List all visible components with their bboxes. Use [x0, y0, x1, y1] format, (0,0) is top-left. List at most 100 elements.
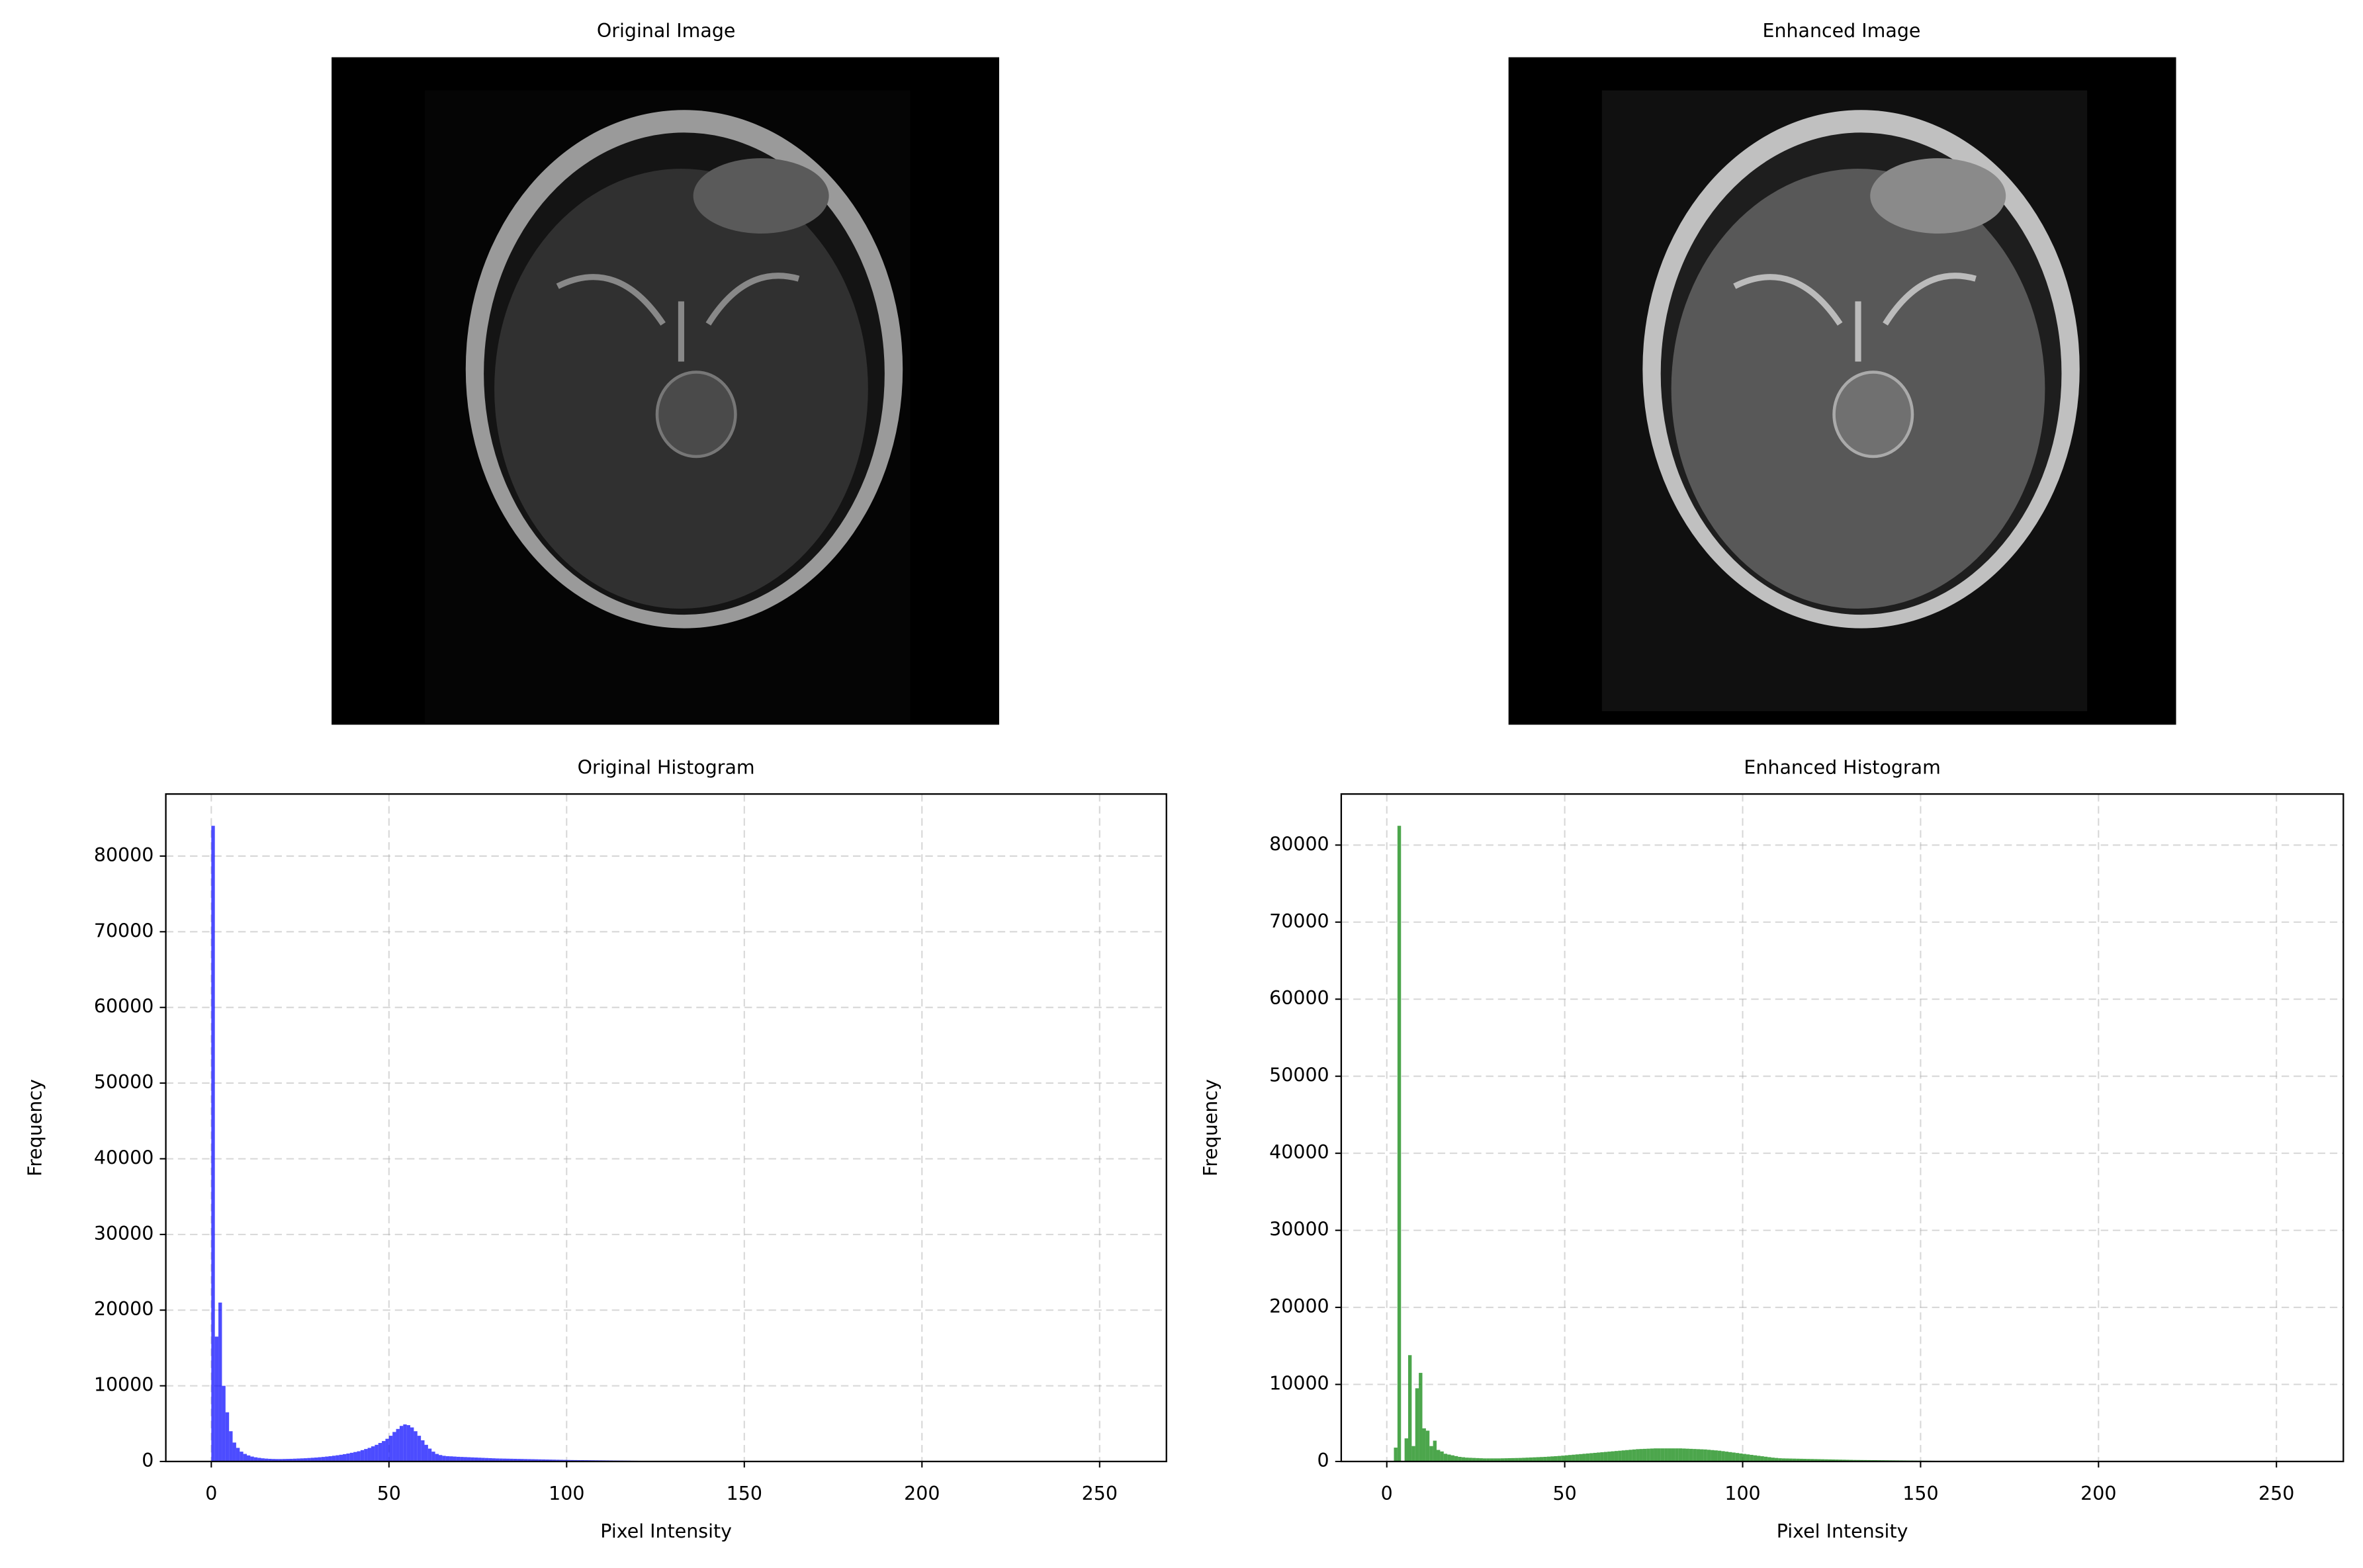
- bar: [343, 1454, 347, 1461]
- bar: [481, 1458, 485, 1461]
- x-tick-label: 200: [2080, 1483, 2116, 1504]
- bar: [1490, 1458, 1494, 1461]
- bar: [484, 1458, 489, 1461]
- x-tick-label: 100: [1724, 1483, 1760, 1504]
- bar: [1447, 1454, 1451, 1461]
- bar: [1696, 1449, 1700, 1461]
- bar: [339, 1454, 343, 1461]
- bar: [1682, 1448, 1686, 1461]
- bar: [1657, 1448, 1661, 1461]
- bar: [531, 1459, 535, 1461]
- enhanced-image: [1508, 57, 2176, 725]
- bar: [1597, 1452, 1601, 1461]
- bar: [1810, 1459, 1814, 1461]
- bar: [1711, 1450, 1715, 1461]
- frontal: [1870, 158, 2006, 234]
- bar: [545, 1459, 549, 1461]
- bar: [449, 1456, 453, 1461]
- bar: [1824, 1459, 1828, 1461]
- bar: [321, 1457, 326, 1461]
- bar: [1675, 1448, 1679, 1461]
- bar: [406, 1425, 411, 1461]
- bar: [1607, 1452, 1611, 1461]
- bar: [1575, 1454, 1580, 1461]
- bar: [247, 1455, 251, 1461]
- bar: [225, 1412, 230, 1461]
- bar: [1625, 1450, 1629, 1461]
- bar: [527, 1459, 531, 1461]
- bar: [1614, 1451, 1619, 1461]
- bar: [1568, 1455, 1572, 1461]
- x-tick-label: 100: [549, 1483, 584, 1504]
- bar: [488, 1458, 492, 1461]
- bar: [1461, 1457, 1466, 1461]
- bar: [478, 1458, 482, 1461]
- bar: [1689, 1448, 1693, 1461]
- bar: [463, 1457, 467, 1461]
- bar: [1632, 1449, 1636, 1461]
- bar: [427, 1448, 432, 1461]
- bar: [517, 1459, 521, 1461]
- bar: [367, 1448, 371, 1461]
- bar: [253, 1457, 258, 1461]
- bar: [1543, 1457, 1547, 1461]
- y-tick-label: 10000: [1269, 1373, 1329, 1395]
- bar: [513, 1458, 517, 1461]
- bar: [1404, 1438, 1408, 1461]
- bar: [1849, 1459, 1853, 1461]
- bar: [1522, 1458, 1526, 1461]
- bar: [1397, 826, 1402, 1461]
- bar: [460, 1457, 464, 1461]
- bar: [562, 1459, 567, 1461]
- bar: [375, 1444, 379, 1461]
- bar: [474, 1458, 478, 1461]
- bar: [1539, 1457, 1544, 1461]
- vessels: [556, 273, 800, 362]
- bar: [1739, 1453, 1743, 1461]
- bar: [1642, 1448, 1647, 1461]
- bar: [1437, 1450, 1441, 1461]
- y-tick-label: 20000: [1269, 1295, 1329, 1317]
- y-tick-label: 60000: [1269, 987, 1329, 1009]
- bar: [396, 1428, 400, 1461]
- bar: [1603, 1452, 1608, 1461]
- bar: [1468, 1458, 1472, 1461]
- bar: [523, 1459, 528, 1461]
- bar: [1479, 1458, 1483, 1461]
- image-title: Enhanced Image: [1763, 20, 1921, 42]
- bar: [442, 1456, 446, 1461]
- original-image: [332, 57, 999, 725]
- bar: [1589, 1453, 1593, 1461]
- bar: [1411, 1446, 1415, 1461]
- x-tick-label: 150: [1902, 1483, 1938, 1504]
- bar: [1660, 1448, 1665, 1461]
- y-axis-label: Frequency: [1200, 1079, 1222, 1176]
- x-tick-label: 50: [1553, 1483, 1577, 1504]
- bar: [1564, 1455, 1569, 1461]
- y-tick-label: 80000: [1269, 833, 1329, 855]
- bar: [332, 1456, 336, 1461]
- bar: [382, 1441, 386, 1461]
- bar: [211, 826, 215, 1461]
- bar: [1433, 1440, 1437, 1461]
- bar: [307, 1458, 311, 1461]
- bar: [1504, 1458, 1508, 1461]
- bar: [1838, 1459, 1843, 1461]
- bar: [421, 1440, 425, 1461]
- bar: [232, 1442, 236, 1461]
- axes-title: Original Histogram: [578, 756, 755, 778]
- bar: [1465, 1458, 1469, 1461]
- x-tick-label: 250: [1082, 1483, 1118, 1504]
- bar: [1550, 1456, 1554, 1461]
- y-tick-label: 40000: [94, 1147, 154, 1168]
- bar: [1728, 1452, 1732, 1461]
- bar: [364, 1449, 368, 1461]
- bar: [371, 1446, 375, 1461]
- bar: [335, 1455, 339, 1461]
- bar: [1707, 1450, 1711, 1461]
- bar: [1429, 1446, 1433, 1461]
- bar: [1778, 1458, 1782, 1461]
- bar: [1724, 1452, 1729, 1461]
- bar: [456, 1456, 461, 1461]
- x-tick-label: 0: [1381, 1483, 1393, 1504]
